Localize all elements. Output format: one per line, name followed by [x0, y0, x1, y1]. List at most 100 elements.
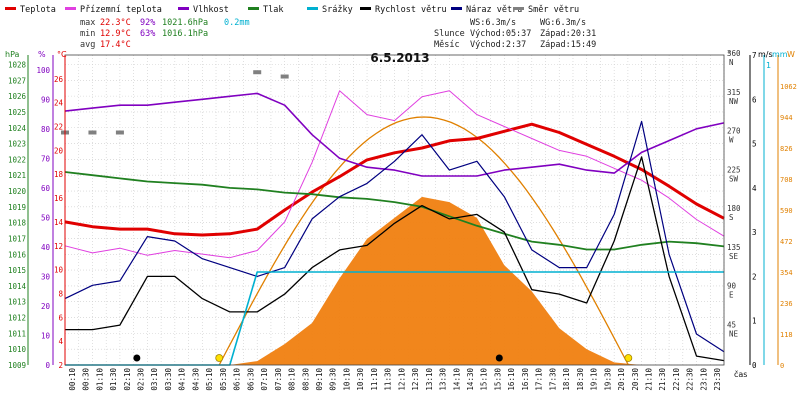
solar-radiation: [65, 116, 724, 366]
wind-tick-label: 2: [752, 272, 757, 281]
legend-swatch: [451, 7, 462, 10]
temp-tick-label: 2: [58, 361, 63, 370]
humidity-tick-label: 70: [41, 154, 51, 163]
pressure-tick-label: 1019: [8, 203, 26, 212]
legend-item: Tlak: [248, 5, 283, 15]
solar-tick-label: 944: [780, 114, 793, 122]
sunrise-marker: [215, 354, 224, 362]
chart-date-title: 6.5.2013: [370, 51, 429, 65]
legend-label: Teplota: [20, 5, 56, 15]
pressure-tick-label: 1009: [8, 361, 26, 370]
stats-avg-temp: 17.4°C: [100, 40, 131, 50]
wind-tick-label: 1: [752, 317, 757, 326]
time-tick-label: 11:10: [370, 368, 379, 391]
info-sun-rise: Východ:05:37: [470, 29, 531, 39]
temp-tick-label: 18: [54, 170, 64, 179]
series-line: [64, 171, 725, 251]
time-tick-label: 13:10: [425, 368, 434, 391]
direction-tick-degrees: 360: [727, 49, 741, 58]
wind-direction-point: [253, 70, 262, 75]
time-tick-label: 17:10: [535, 368, 544, 391]
pressure-tick-label: 1027: [8, 76, 26, 85]
legend-item: Teplota: [5, 5, 56, 15]
time-tick-label: 03:10: [150, 368, 159, 391]
legend-label: Náraz větru: [466, 5, 522, 15]
pressure-tick-label: 1028: [8, 60, 27, 69]
axes: 1028102710261025102410231022102110201019…: [8, 49, 797, 391]
direction-tick-degrees: 270: [727, 127, 741, 136]
series-line: [64, 120, 725, 353]
stats-min-temp: 12.9°C: [100, 29, 131, 39]
wind-tick-label: 4: [752, 184, 757, 193]
time-tick-label: 21:10: [644, 368, 653, 391]
pressure-tick-label: 1013: [8, 298, 26, 307]
legend-label: Směr větru: [528, 5, 579, 15]
stats-min-label: min: [80, 29, 95, 39]
stats-block: max 22.3°C 92% 1021.6hPa 0.2mm min 12.9°…: [80, 18, 250, 50]
pressure-tick-label: 1024: [8, 124, 27, 133]
temp-tick-label: 20: [54, 146, 64, 155]
time-tick-label: 18:30: [576, 368, 585, 391]
pressure-tick-label: 1023: [8, 140, 26, 149]
temp-unit: °C: [57, 50, 67, 59]
solar-tick-label: 236: [780, 300, 793, 308]
direction-tick-degrees: 180: [727, 204, 741, 213]
solar-area: [65, 196, 724, 365]
time-tick-label: 22:10: [672, 368, 681, 391]
time-tick-label: 01:10: [95, 368, 104, 391]
stats-max-press: 1021.6hPa: [162, 18, 208, 28]
time-tick-label: 10:30: [356, 368, 365, 391]
pressure-tick-label: 1016: [8, 250, 27, 259]
pressure-tick-label: 1012: [8, 314, 26, 323]
direction-tick-name: N: [729, 58, 734, 67]
stats-avg-label: avg: [80, 40, 95, 50]
direction-tick-name: NW: [729, 97, 739, 106]
time-tick-label: 10:10: [342, 368, 351, 391]
direction-tick-name: SE: [729, 252, 739, 261]
wind-tick-label: 7: [752, 51, 757, 60]
time-axis-label: čas: [734, 369, 747, 379]
humidity-tick-label: 0: [45, 361, 50, 370]
temp-tick-label: 22: [54, 123, 63, 132]
time-tick-label: 12:10: [397, 368, 406, 391]
time-tick-label: 14:10: [452, 368, 461, 391]
time-tick-label: 04:10: [178, 368, 187, 391]
pressure-tick-label: 1022: [8, 155, 26, 164]
humidity-tick-label: 80: [41, 125, 51, 134]
legend-item: Srážky: [307, 5, 353, 15]
pressure-tick-label: 1018: [8, 219, 27, 228]
temp-tick-label: 4: [58, 337, 63, 346]
moonset-marker: [495, 354, 503, 362]
direction-unit: °: [727, 50, 731, 59]
legend-swatch: [178, 7, 189, 10]
pressure-tick-label: 1020: [8, 187, 27, 196]
pressure-unit: hPa: [5, 50, 20, 59]
solar-unit: W: [787, 50, 795, 59]
time-tick-label: 07:30: [274, 368, 283, 391]
direction-tick-degrees: 315: [727, 88, 741, 97]
wind-tick-label: 6: [752, 95, 757, 104]
legend-label: Přízemní teplota: [80, 5, 162, 15]
info-sun-label: Slunce: [434, 29, 465, 39]
time-tick-label: 12:30: [411, 368, 420, 391]
time-tick-label: 14:30: [466, 368, 475, 391]
direction-tick-degrees: 90: [727, 282, 737, 291]
info-block: WS:6.3m/s WG:6.3m/s Slunce Východ:05:37 …: [434, 18, 596, 50]
series-line: [64, 90, 725, 259]
wind-direction-point: [88, 130, 97, 135]
rain-unit: mm: [772, 50, 788, 59]
time-tick-label: 02:30: [137, 368, 146, 391]
time-tick-label: 05:10: [205, 368, 214, 391]
time-tick-label: 20:10: [617, 368, 626, 391]
time-tick-label: 11:30: [384, 368, 393, 391]
pressure-tick-label: 1021: [8, 171, 26, 180]
direction-tick-name: W: [729, 136, 734, 145]
time-tick-label: 02:10: [123, 368, 132, 391]
info-moon-label: Měsíc: [434, 40, 460, 50]
pressure-tick-label: 1011: [8, 329, 26, 338]
info-sun-set: Západ:20:31: [540, 29, 596, 39]
time-tick-label: 16:10: [507, 368, 516, 391]
series-line: [64, 92, 725, 177]
time-tick-label: 08:10: [288, 368, 297, 391]
